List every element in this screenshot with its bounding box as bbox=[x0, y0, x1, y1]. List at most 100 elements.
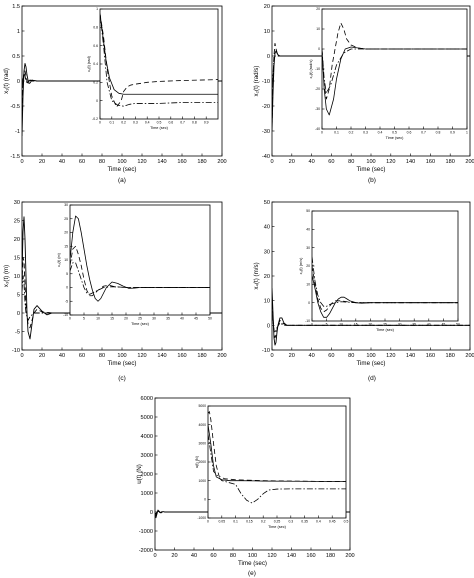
inset-c-xtick-label: 45 bbox=[194, 317, 198, 321]
inset-d-ytick-label: 30 bbox=[306, 246, 310, 250]
panel-d-xtick-label: 20 bbox=[289, 353, 295, 359]
inset-b-series-solid-line bbox=[322, 46, 467, 116]
panel-b-xtick-label: 40 bbox=[308, 159, 314, 165]
inset-d-xtick-label: 30 bbox=[398, 323, 402, 327]
panel-a-xtick-label: 180 bbox=[197, 159, 206, 165]
inset-c-frame bbox=[69, 204, 211, 316]
inset-d-ylabel: x₄(t) (m/s) bbox=[299, 257, 303, 274]
inset-a-ytick-label: 1 bbox=[96, 7, 98, 11]
panel-a-xtick-label: 20 bbox=[39, 159, 45, 165]
panel-c-xtick-label: 140 bbox=[157, 353, 166, 359]
inset-c-ytick-label: 15 bbox=[64, 244, 68, 248]
panel-b-ytick-label: -30 bbox=[262, 129, 270, 135]
panel-a-ytick-label: -1.5 bbox=[10, 154, 20, 160]
panel-c-ytick-label: 30 bbox=[14, 200, 20, 206]
inset-b-series-dashdot-line bbox=[322, 48, 467, 94]
inset-a-ytick-label: 0.4 bbox=[93, 62, 98, 66]
panel-e-xtick-label: 200 bbox=[345, 553, 354, 559]
panel-c-xtick-label: 160 bbox=[177, 353, 186, 359]
panel-a-ytick-label: 1 bbox=[17, 29, 20, 35]
inset-a-xtick-label: 0.9 bbox=[204, 121, 209, 125]
panel-c-ytick-label: 0 bbox=[17, 311, 20, 317]
panel-b-xtick-label: 100 bbox=[366, 159, 375, 165]
inset-b-ytick-label: -40 bbox=[315, 127, 320, 131]
panel-e-ytick-label: 5000 bbox=[141, 415, 153, 421]
panel-e-ytick-label: 6000 bbox=[141, 396, 153, 402]
inset-a-xtick-label: 0.2 bbox=[121, 121, 126, 125]
inset-c-ytick-label: -5 bbox=[65, 299, 68, 303]
inset-b-ytick-label: -20 bbox=[315, 87, 320, 91]
inset-b-xtick-label: 1 bbox=[466, 131, 468, 135]
panel-a-xlabel: Time (sec) bbox=[108, 166, 137, 173]
inset-e-xtick-label: 0.45 bbox=[329, 520, 336, 524]
inset-d-series-dashdot-line bbox=[312, 256, 458, 307]
panel-e-ytick-label: -1000 bbox=[139, 529, 153, 535]
inset-e: 0 0.05 0.1 0.15 0.2 0.25 0.3 0.35 0.4 0.45 0.5 5000… bbox=[195, 404, 348, 529]
inset-a-ytick-label: 0 bbox=[96, 99, 98, 103]
panel-a-xtick-label: 160 bbox=[177, 159, 186, 165]
panel-c-ytick-label: -10 bbox=[12, 348, 20, 354]
inset-a-xtick-label: 0.3 bbox=[133, 121, 138, 125]
panel-c-ytick-label: 5 bbox=[17, 292, 20, 298]
panel-a-xtick-label: 120 bbox=[137, 159, 146, 165]
inset-c-xtick-label: 0 bbox=[69, 317, 71, 321]
inset-c-series-dashdot-line bbox=[70, 262, 210, 295]
inset-a-xtick-label: 0.6 bbox=[168, 121, 173, 125]
panel-d-ytick-label: -10 bbox=[262, 348, 270, 354]
inset-e-frame bbox=[207, 405, 347, 519]
panel-c-ytick-label: 25 bbox=[14, 218, 20, 224]
panel-b-xtick-label: 160 bbox=[426, 159, 435, 165]
inset-b-ytick-label: -30 bbox=[315, 107, 320, 111]
inset-a-ytick-label: 0.2 bbox=[93, 81, 98, 85]
panel-a-xtick-label: 80 bbox=[99, 159, 105, 165]
panel-a-xtick-label: 100 bbox=[117, 159, 126, 165]
panel-c-xtick-label: 200 bbox=[217, 353, 226, 359]
inset-b-xtick-label: 0.6 bbox=[407, 131, 412, 135]
panel-d: 0 20 40 60 80 100 120 140 160 180 20050403020100-1… bbox=[253, 200, 474, 382]
inset-b-xtick-label: 0.4 bbox=[378, 131, 383, 135]
inset-c-xlabel: Time (sec) bbox=[131, 322, 150, 326]
inset-d-xtick-label: 25 bbox=[383, 323, 387, 327]
inset-a-xtick-label: 0.7 bbox=[180, 121, 185, 125]
inset-d-xtick-label: 10 bbox=[339, 323, 343, 327]
inset-c-ytick-label: 25 bbox=[64, 217, 68, 221]
panel-d-xtick-label: 160 bbox=[426, 353, 435, 359]
panel-c-ytick-label: 15 bbox=[14, 255, 20, 261]
panel-b-xtick-label: 20 bbox=[289, 159, 295, 165]
panel-c-xtick-label: 80 bbox=[99, 353, 105, 359]
inset-d-ytick-label: 20 bbox=[306, 264, 310, 268]
panel-b: 0 20 40 60 80 100 120 140 160 180 20020100-10-20-3… bbox=[253, 4, 474, 184]
inset-b-ytick-label: -10 bbox=[315, 67, 320, 71]
panel-d-xtick-label: 180 bbox=[446, 353, 455, 359]
inset-e-xtick-label: 0.25 bbox=[274, 520, 281, 524]
panel-b-ytick-label: 0 bbox=[267, 54, 270, 60]
inset-d-xtick-label: 35 bbox=[412, 323, 416, 327]
inset-b-ylabel: x₂(t) (rad/s) bbox=[309, 59, 313, 79]
panel-e-ytick-label: 1000 bbox=[141, 491, 153, 497]
inset-d-ytick-label: 0 bbox=[308, 301, 310, 305]
inset-e-ytick-label: 2000 bbox=[198, 460, 206, 464]
panel-a-series-dashdot-line bbox=[22, 73, 222, 97]
inset-d-ytick-label: -10 bbox=[305, 319, 310, 323]
inset-d-xlabel: Time (sec) bbox=[376, 328, 395, 332]
panel-c-ylabel: x₃(t) (m) bbox=[3, 265, 10, 287]
panel-c-series-dashed-line bbox=[22, 257, 222, 329]
inset-e-ytick-label: 4000 bbox=[198, 423, 206, 427]
inset-c-ytick-label: 10 bbox=[64, 258, 68, 262]
panel-e-xlabel: Time (sec) bbox=[238, 560, 267, 567]
panel-d-caption: (d) bbox=[368, 375, 376, 382]
inset-a-xlabel: Time (sec) bbox=[150, 126, 169, 130]
inset-d-ytick-label: 50 bbox=[306, 209, 310, 213]
inset-b-xtick-label: 0.5 bbox=[392, 131, 397, 135]
inset-d-xtick-label: 15 bbox=[354, 323, 358, 327]
panel-e-ytick-label: 3000 bbox=[141, 453, 153, 459]
panel-d-xtick-label: 80 bbox=[348, 353, 354, 359]
inset-a-frame bbox=[99, 8, 219, 120]
inset-b-ytick-label: 10 bbox=[316, 27, 320, 31]
inset-a-series-dashed-line bbox=[100, 13, 218, 108]
panel-e-xtick-label: 0 bbox=[153, 553, 156, 559]
inset-e-series-solid-line bbox=[208, 424, 346, 482]
inset-a-ytick-label: 0.6 bbox=[93, 44, 98, 48]
panel-d-ytick-label: 40 bbox=[264, 225, 270, 231]
panel-b-xtick-label: 0 bbox=[270, 159, 273, 165]
